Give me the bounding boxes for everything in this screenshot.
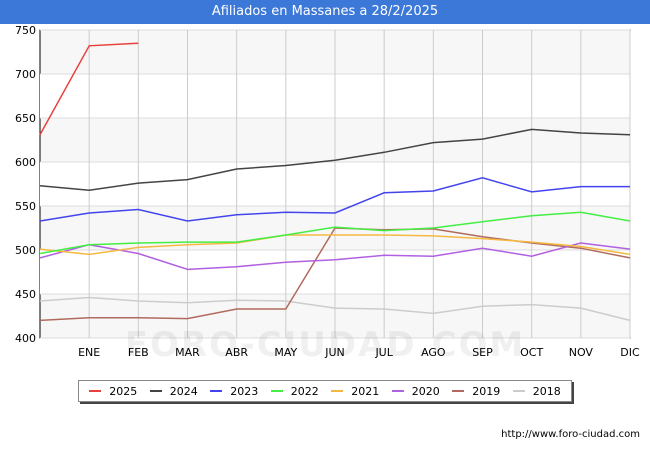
- legend: 2025 2024 2023 2022 2021 2020 2019 2018: [78, 380, 572, 402]
- series-line-2021: [39, 234, 631, 256]
- legend-swatch: [391, 390, 404, 392]
- x-tick-label: ENE: [78, 346, 100, 359]
- legend-item-2024: 2024: [149, 384, 198, 398]
- series-line-2023: [39, 177, 630, 222]
- legend-item-2021: 2021: [331, 385, 379, 398]
- legend-label: 2024: [169, 384, 198, 398]
- series-line-2018: [39, 296, 631, 322]
- y-tick-label: 400: [15, 332, 36, 345]
- x-tick-label: SEP: [472, 346, 493, 359]
- x-tick-label: MAY: [274, 346, 297, 359]
- y-tick-label: 450: [15, 288, 36, 301]
- series-line-2020: [39, 242, 631, 271]
- y-tick-label: 600: [15, 156, 36, 169]
- series-line-2024: [39, 128, 631, 191]
- series-line-2025: [39, 42, 139, 136]
- legend-label: 2020: [411, 384, 440, 398]
- legend-item-2018: 2018: [512, 384, 561, 398]
- y-tick-label: 750: [15, 24, 36, 37]
- y-tick-label: 700: [15, 68, 36, 81]
- legend-swatch: [149, 390, 162, 392]
- legend-item-2020: 2020: [391, 384, 440, 398]
- legend-item-2025: 2025: [89, 385, 137, 398]
- x-tick-label: JUL: [374, 346, 393, 359]
- legend-label: 2021: [351, 384, 380, 398]
- x-tick-label: FEB: [128, 346, 149, 359]
- legend-label: 2019: [472, 384, 501, 398]
- legend-swatch: [89, 390, 102, 392]
- chart-title: Afiliados en Massanes a 28/2/2025: [0, 0, 650, 24]
- y-tick-label: 550: [15, 200, 36, 213]
- legend-swatch: [331, 390, 344, 392]
- x-tick-label: NOV: [569, 346, 594, 359]
- legend-label: 2023: [230, 384, 259, 398]
- legend-label: 2025: [109, 384, 138, 398]
- legend-swatch: [270, 390, 283, 392]
- x-tick-label: MAR: [175, 346, 200, 359]
- x-tick-label: DIC: [620, 346, 640, 359]
- legend-swatch: [452, 390, 465, 392]
- legend-label: 2022: [290, 384, 319, 398]
- series-line-2019: [39, 227, 631, 322]
- x-tick-label: ABR: [225, 346, 248, 359]
- legend-item-2019: 2019: [452, 385, 500, 398]
- x-tick-label: AGO: [421, 346, 446, 359]
- watermark: FORO-CIUDAD.COM: [124, 325, 526, 365]
- legend-swatch: [210, 390, 223, 392]
- legend-swatch: [512, 390, 525, 392]
- legend-label: 2018: [532, 384, 561, 398]
- series-line-2022: [39, 211, 631, 255]
- y-tick-label: 650: [15, 112, 36, 125]
- source-url[interactable]: http://www.foro-ciudad.com: [501, 429, 640, 440]
- x-tick-label: JUN: [324, 346, 345, 359]
- line-chart: 400 450 500 550 600 650 700 750 ENE FEB MAR ABR MAY J…: [15, 24, 640, 359]
- legend-item-2023: 2023: [210, 385, 258, 398]
- x-tick-label: OCT: [520, 346, 543, 359]
- legend-item-2022: 2022: [270, 384, 319, 398]
- y-tick-label: 500: [15, 244, 36, 257]
